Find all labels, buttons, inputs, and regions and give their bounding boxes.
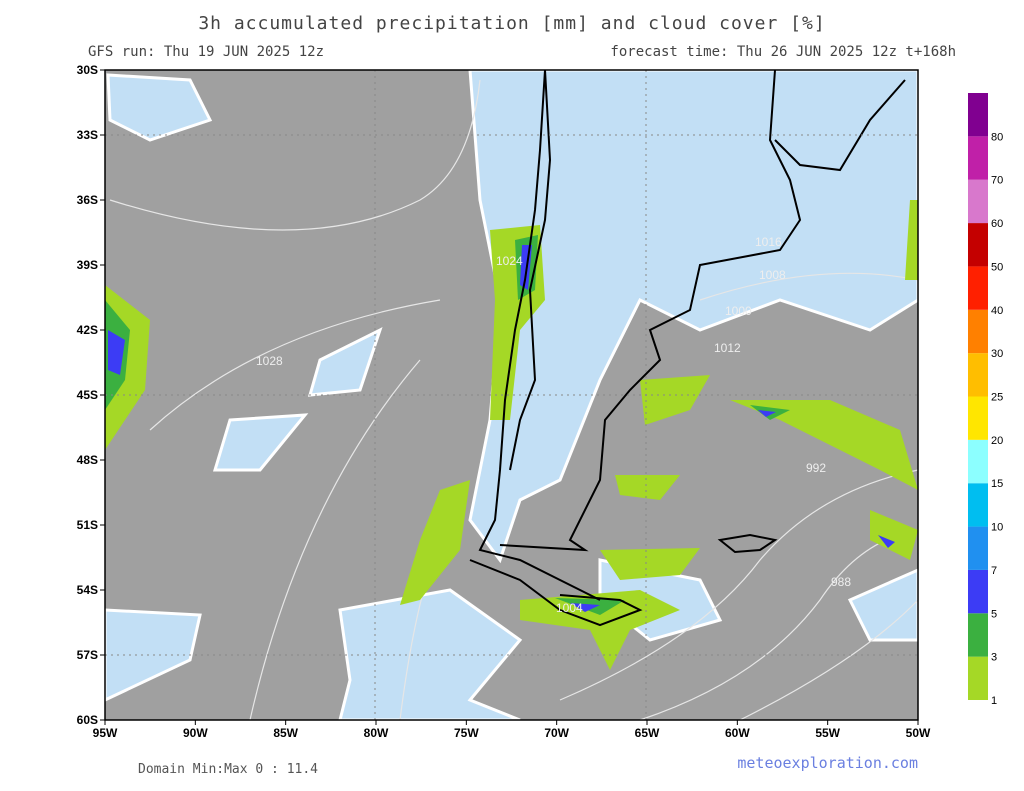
colorbar-segment	[968, 526, 988, 570]
colorbar-label: 70	[991, 175, 1003, 187]
lat-label: 42S	[77, 323, 98, 337]
isobar-label: 1012	[714, 341, 741, 355]
colorbar-segment	[968, 179, 988, 224]
colorbar-segment	[968, 353, 988, 397]
isobar-label: 1028	[256, 354, 283, 368]
colorbar-label: 10	[991, 522, 1003, 534]
lat-label: 36S	[77, 193, 98, 207]
colorbar-label: 50	[991, 261, 1003, 273]
isobar-label: 1016	[755, 235, 782, 249]
lon-label: 75W	[454, 726, 479, 740]
colorbar-segment	[968, 396, 988, 440]
isobar-label: 1004	[556, 601, 583, 615]
coastlines	[469, 69, 906, 627]
colorbar-label: 20	[991, 435, 1003, 447]
lon-label: 85W	[273, 726, 298, 740]
colorbar-label: 1	[991, 695, 997, 707]
lon-label: 60W	[725, 726, 750, 740]
lon-label: 95W	[93, 726, 118, 740]
colorbar-segment	[968, 223, 988, 267]
graticule	[105, 70, 918, 720]
colorbar-segment	[968, 93, 988, 137]
colorbar-label: 25	[991, 392, 1003, 404]
lon-label: 90W	[183, 726, 208, 740]
colorbar-label: 60	[991, 218, 1003, 230]
colorbar-label: 5	[991, 608, 997, 620]
colorbar-segment	[968, 136, 988, 180]
colorbar-label: 40	[991, 305, 1003, 317]
lat-label: 51S	[77, 518, 98, 532]
lat-label: 45S	[77, 388, 98, 402]
isobar-label: 1008	[759, 268, 786, 282]
isobar-label: 1024	[496, 254, 523, 268]
lat-label: 39S	[77, 258, 98, 272]
lat-label: 30S	[77, 63, 98, 77]
title: 3h accumulated precipitation [mm] and cl…	[198, 13, 825, 34]
lat-label: 33S	[77, 128, 98, 142]
lon-label: 80W	[364, 726, 389, 740]
domain-minmax: Domain Min:Max 0 : 11.4	[138, 762, 318, 777]
colorbar-segment	[968, 483, 988, 527]
isobar-labels: 1028 1024 1016 1008 1000 1012 992 988 10…	[256, 235, 851, 615]
lon-label: 55W	[815, 726, 840, 740]
colorbar-segment	[968, 439, 988, 484]
colorbar-label: 80	[991, 131, 1003, 143]
colorbar: 1 3 5 7 10 15 20 25 30 40 50 60 70 80	[968, 93, 1003, 707]
isobar-label: 988	[831, 575, 851, 589]
credit: meteoexploration.com	[737, 754, 918, 772]
lon-label: 65W	[635, 726, 660, 740]
lat-label: 60S	[77, 713, 98, 727]
forecast-label: forecast time: Thu 26 JUN 2025 12z t+168…	[610, 44, 956, 60]
colorbar-segment	[968, 656, 988, 700]
colorbar-segment	[968, 613, 988, 657]
lat-label: 54S	[77, 583, 98, 597]
colorbar-label: 7	[991, 565, 997, 577]
lat-label: 48S	[77, 453, 98, 467]
map: 1028 1024 1016 1008 1000 1012 992 988 10…	[103, 68, 920, 722]
colorbar-segment	[968, 569, 988, 614]
colorbar-segment	[968, 309, 988, 354]
colorbar-segment	[968, 266, 988, 310]
run-label: GFS run: Thu 19 JUN 2025 12z	[88, 44, 324, 60]
isobar-label: 992	[806, 461, 826, 475]
colorbar-label: 3	[991, 652, 997, 664]
lon-label: 70W	[544, 726, 569, 740]
lat-label: 57S	[77, 648, 98, 662]
isobar-label: 1000	[725, 304, 752, 318]
colorbar-label: 15	[991, 478, 1003, 490]
colorbar-label: 30	[991, 348, 1003, 360]
lon-label: 50W	[906, 726, 931, 740]
